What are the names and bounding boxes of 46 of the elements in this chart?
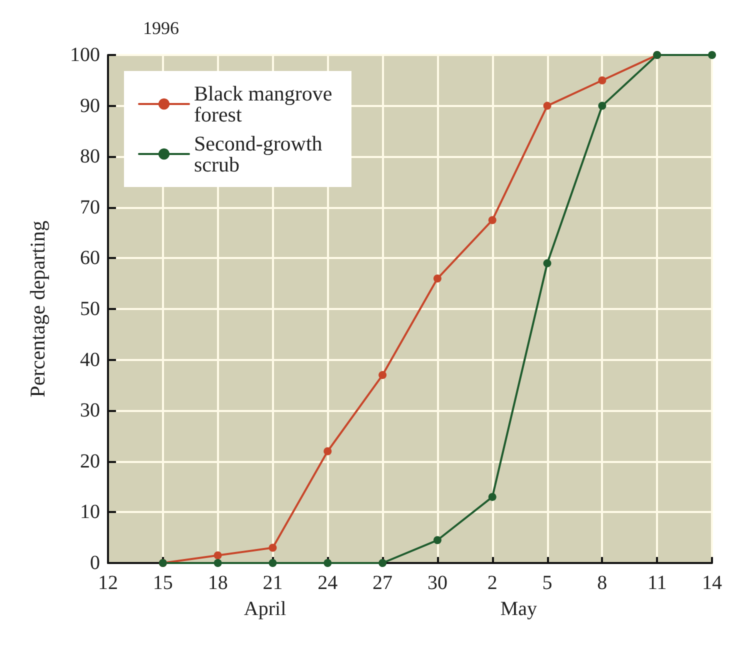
y-tick-label: 50 xyxy=(80,298,100,320)
point xyxy=(598,102,606,110)
point xyxy=(708,51,716,59)
x-tick-label: 14 xyxy=(702,572,722,594)
y-tick-label: 100 xyxy=(70,44,100,66)
point xyxy=(488,216,496,224)
y-tick-label: 80 xyxy=(80,146,100,168)
point xyxy=(268,559,277,567)
y-tick-label: 40 xyxy=(80,348,100,371)
point xyxy=(543,259,552,268)
x-tick-label: 12 xyxy=(98,572,118,594)
point xyxy=(488,492,496,501)
point xyxy=(378,559,387,567)
x-tick-label: 21 xyxy=(262,572,283,594)
point xyxy=(214,559,222,567)
x-tick-label: 8 xyxy=(597,572,608,594)
legend-label: Black mangrove forest xyxy=(194,82,338,126)
x-tick-label: 30 xyxy=(427,572,448,594)
x-tick-label: 11 xyxy=(647,572,667,594)
point xyxy=(324,447,332,456)
point xyxy=(268,544,277,552)
x-tick-label: 15 xyxy=(152,572,173,594)
point xyxy=(543,102,552,110)
point xyxy=(324,559,332,567)
point xyxy=(433,274,442,283)
x-tick-label: 2 xyxy=(487,572,498,594)
y-tick-label: 70 xyxy=(80,196,100,218)
point xyxy=(598,76,606,84)
y-axis-title: Percentage departing xyxy=(26,220,50,398)
point xyxy=(214,551,222,560)
point xyxy=(433,536,442,544)
x-tick-label: 5 xyxy=(542,572,552,594)
x-tick-label: 27 xyxy=(372,572,393,594)
y-tick-label: 20 xyxy=(80,450,100,472)
legend-label: Second-growth scrub xyxy=(194,132,328,176)
y-tick-label: 60 xyxy=(80,247,100,270)
y-tick-label: 90 xyxy=(80,94,100,117)
text: May xyxy=(500,598,538,620)
text: April xyxy=(244,598,287,620)
x-tick-label: 18 xyxy=(208,572,228,594)
chart-title: 1996 xyxy=(143,18,179,38)
x-tick-label: 24 xyxy=(318,572,338,594)
y-tick-label: 0 xyxy=(90,552,100,574)
point xyxy=(378,371,387,380)
y-tick-label: 30 xyxy=(80,400,100,422)
y-tick-label: 10 xyxy=(80,501,100,524)
